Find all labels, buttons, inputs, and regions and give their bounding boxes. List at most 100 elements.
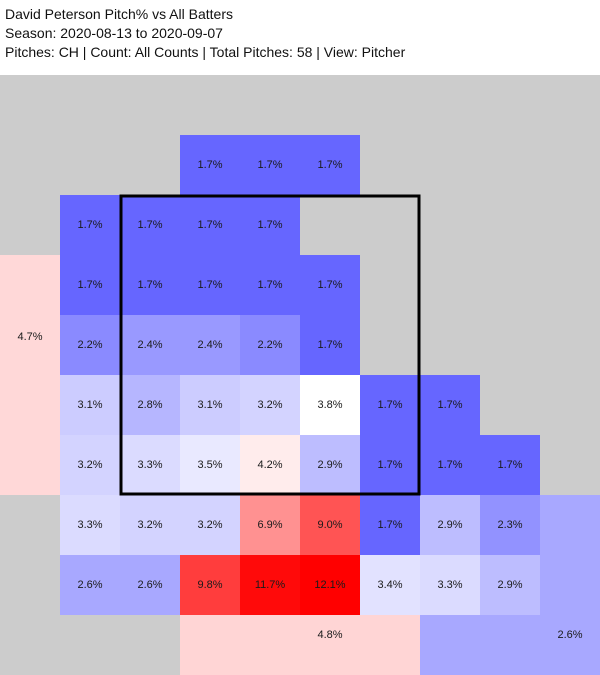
heatmap-cell-label: 1.7% bbox=[377, 459, 402, 471]
heatmap-cell-label: 3.2% bbox=[257, 399, 282, 411]
outer-region-label-bottom-right: 2.6% bbox=[557, 629, 582, 641]
heatmap-cell-label: 3.3% bbox=[137, 459, 162, 471]
heatmap-cell bbox=[360, 555, 420, 615]
heatmap-cell-label: 1.7% bbox=[317, 279, 342, 291]
heatmap-cell-label: 1.7% bbox=[257, 279, 282, 291]
outer-region-label-left: 4.7% bbox=[17, 331, 42, 343]
heatmap-cell bbox=[120, 315, 180, 375]
heatmap-cell bbox=[120, 435, 180, 495]
heatmap-cell bbox=[300, 135, 360, 195]
heatmap-cell-label: 1.7% bbox=[317, 159, 342, 171]
heatmap-cell-label: 3.2% bbox=[197, 519, 222, 531]
heatmap-cell bbox=[360, 435, 420, 495]
heatmap-cell bbox=[420, 495, 480, 555]
heatmap-cell bbox=[60, 195, 120, 255]
heatmap-cell bbox=[240, 495, 300, 555]
heatmap-cell bbox=[60, 315, 120, 375]
heatmap-cell-label: 1.7% bbox=[497, 459, 522, 471]
season-range: Season: 2020-08-13 to 2020-09-07 bbox=[5, 25, 223, 41]
heatmap-cell-label: 1.7% bbox=[377, 519, 402, 531]
heatmap-cell-label: 9.0% bbox=[317, 519, 342, 531]
heatmap-cell-label: 3.5% bbox=[197, 459, 222, 471]
heatmap-cell-label: 3.2% bbox=[137, 519, 162, 531]
heatmap-cell-label: 1.7% bbox=[197, 219, 222, 231]
heatmap-cell bbox=[120, 495, 180, 555]
heatmap-cell-label: 1.7% bbox=[437, 459, 462, 471]
heatmap-cell-label: 2.6% bbox=[77, 579, 102, 591]
chart-title: David Peterson Pitch% vs All Batters bbox=[5, 6, 233, 22]
heatmap-cell bbox=[180, 255, 240, 315]
heatmap-cell-label: 2.9% bbox=[497, 579, 522, 591]
heatmap-cell-label: 3.2% bbox=[77, 459, 102, 471]
outer-region-bottom-right bbox=[420, 615, 540, 675]
heatmap-cell-label: 1.7% bbox=[377, 399, 402, 411]
heatmap-cell-label: 1.7% bbox=[257, 219, 282, 231]
heatmap-cell bbox=[300, 555, 360, 615]
heatmap-cell-label: 12.1% bbox=[314, 579, 345, 591]
heatmap-cell-label: 2.4% bbox=[137, 339, 162, 351]
heatmap-cell bbox=[180, 195, 240, 255]
heatmap-cell-label: 1.7% bbox=[77, 279, 102, 291]
heatmap-cell bbox=[240, 135, 300, 195]
heatmap-cell bbox=[180, 435, 240, 495]
heatmap-cell bbox=[300, 375, 360, 435]
heatmap-cell bbox=[60, 495, 120, 555]
pitch-summary: Pitches: CH | Count: All Counts | Total … bbox=[5, 44, 406, 60]
heatmap-cell bbox=[60, 435, 120, 495]
heatmap-cell-label: 9.8% bbox=[197, 579, 222, 591]
heatmap-cell-label: 1.7% bbox=[437, 399, 462, 411]
heatmap-cell bbox=[180, 375, 240, 435]
heatmap-cell bbox=[240, 195, 300, 255]
heatmap-cell-label: 1.7% bbox=[257, 159, 282, 171]
heatmap-cell bbox=[180, 495, 240, 555]
heatmap-cell bbox=[360, 375, 420, 435]
heatmap-cell-label: 2.4% bbox=[197, 339, 222, 351]
heatmap-cell bbox=[240, 255, 300, 315]
heatmap-cell bbox=[120, 255, 180, 315]
heatmap-cell bbox=[180, 135, 240, 195]
heatmap-cell-label: 2.6% bbox=[137, 579, 162, 591]
heatmap-cell bbox=[300, 435, 360, 495]
heatmap-cell bbox=[240, 435, 300, 495]
pitch-heatmap: 4.7% 4.8% 2.6% 1.7% 1.7% 1.7% 1.7% 1.7% 1.7% 1.7%… bbox=[0, 75, 600, 675]
heatmap-cell bbox=[180, 555, 240, 615]
heatmap-cell-label: 2.9% bbox=[437, 519, 462, 531]
heatmap-cell-label: 3.1% bbox=[77, 399, 102, 411]
heatmap-cell-label: 11.7% bbox=[255, 579, 286, 591]
heatmap-cell-label: 1.7% bbox=[197, 159, 222, 171]
heatmap-cell bbox=[480, 555, 540, 615]
chart-header: David Peterson Pitch% vs All Batters Sea… bbox=[5, 5, 405, 62]
heatmap-cell bbox=[240, 315, 300, 375]
heatmap-cell-label: 6.9% bbox=[257, 519, 282, 531]
heatmap-cell bbox=[60, 255, 120, 315]
heatmap-cell bbox=[60, 375, 120, 435]
heatmap-cell bbox=[300, 315, 360, 375]
heatmap-cell-label: 1.7% bbox=[137, 279, 162, 291]
heatmap-cell bbox=[240, 555, 300, 615]
heatmap-cell bbox=[360, 495, 420, 555]
heatmap-cell-label: 2.9% bbox=[317, 459, 342, 471]
heatmap-cell bbox=[300, 495, 360, 555]
heatmap-cell bbox=[240, 375, 300, 435]
outer-region-bottom-right bbox=[540, 495, 600, 675]
heatmap-cell bbox=[120, 555, 180, 615]
heatmap-cell-label: 3.8% bbox=[317, 399, 342, 411]
outer-region-label-bottom: 4.8% bbox=[317, 629, 342, 641]
strike-zone bbox=[119, 194, 421, 496]
heatmap-cell-label: 1.7% bbox=[197, 279, 222, 291]
heatmap-cell bbox=[420, 555, 480, 615]
heatmap-cells bbox=[60, 135, 540, 615]
heatmap-cell-label: 2.8% bbox=[137, 399, 162, 411]
heatmap-cell-label: 3.3% bbox=[77, 519, 102, 531]
heatmap-cell-label: 3.1% bbox=[197, 399, 222, 411]
heatmap-cell-label: 2.2% bbox=[77, 339, 102, 351]
heatmap-cell-label: 1.7% bbox=[317, 339, 342, 351]
heatmap-cell bbox=[480, 495, 540, 555]
heatmap-cell bbox=[60, 555, 120, 615]
heatmap-cell-label: 2.2% bbox=[257, 339, 282, 351]
heatmap-cell bbox=[120, 375, 180, 435]
heatmap-cell-label: 1.7% bbox=[137, 219, 162, 231]
heatmap-cell-label: 3.3% bbox=[437, 579, 462, 591]
heatmap-cell-label: 1.7% bbox=[77, 219, 102, 231]
heatmap-cell bbox=[180, 315, 240, 375]
